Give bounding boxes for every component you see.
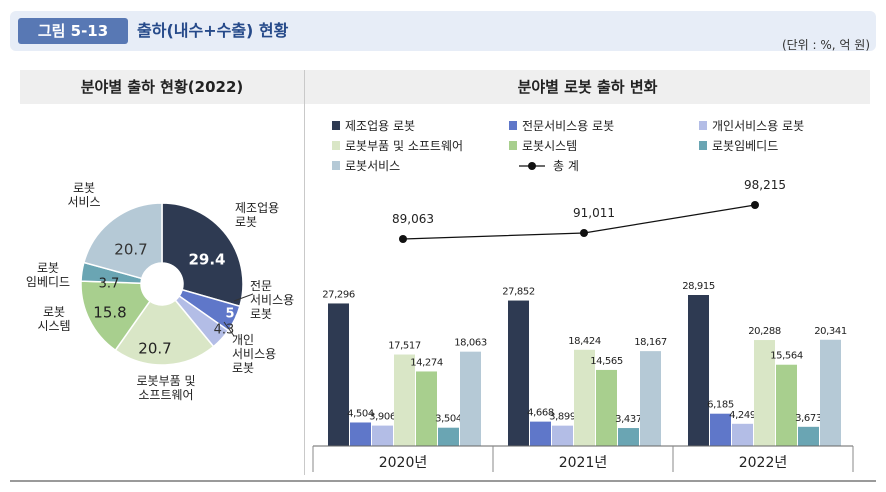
pie-slice xyxy=(161,202,244,308)
bar-value-label: 4,249 xyxy=(729,410,756,421)
legend-swatch xyxy=(699,141,707,150)
pie-category-label: 로봇 서비스 xyxy=(67,181,100,209)
pie-value-label: 29.4 xyxy=(188,251,225,269)
x-tick-label: 2022년 xyxy=(739,455,788,471)
figure-header xyxy=(10,11,876,51)
bar xyxy=(732,423,753,446)
bar xyxy=(820,339,841,446)
bar-value-label: 15,564 xyxy=(770,351,803,362)
bar xyxy=(460,351,481,446)
bar-value-label: 6,185 xyxy=(707,400,734,411)
x-tick-label: 2021년 xyxy=(559,455,608,471)
bar-value-label: 14,565 xyxy=(590,356,623,367)
legend-swatch xyxy=(509,121,517,130)
bar-value-label: 3,673 xyxy=(795,413,822,424)
bar-value-label: 18,063 xyxy=(454,338,487,349)
pie-value-label: 3.7 xyxy=(99,277,120,292)
total-value-label: 98,215 xyxy=(744,178,786,192)
bar xyxy=(754,340,775,446)
bar xyxy=(508,300,529,446)
panel-divider xyxy=(304,70,305,475)
bar-value-label: 18,424 xyxy=(568,336,601,347)
pie-value-label: 15.8 xyxy=(93,304,126,322)
legend-swatch xyxy=(509,141,517,150)
legend-label: 로봇임베디드 xyxy=(712,139,778,153)
pie-value-label: 5.3 xyxy=(225,307,248,322)
bar xyxy=(372,425,393,446)
bar-value-label: 20,341 xyxy=(814,326,847,337)
x-tick-label: 2020년 xyxy=(379,455,428,471)
bar-value-label: 3,437 xyxy=(615,414,642,425)
pie-category-label: 로봇 임베디드 xyxy=(26,261,70,289)
pie-slice xyxy=(80,280,151,352)
bar xyxy=(798,426,819,446)
bar xyxy=(438,427,459,446)
figure-number-badge: 그림 5-13 xyxy=(18,18,128,44)
legend-swatch xyxy=(332,141,340,150)
pie-category-label: 전문 서비스용 로봇 xyxy=(250,279,294,321)
pie-panel-title: 분야별 출하 현황(2022) xyxy=(20,70,304,104)
total-value-label: 91,011 xyxy=(573,206,615,220)
pie-value-label: 20.7 xyxy=(114,241,147,259)
bar xyxy=(640,351,661,446)
bar-value-label: 14,274 xyxy=(410,357,443,368)
legend-label: 총 계 xyxy=(553,159,579,173)
bar-value-label: 4,504 xyxy=(347,408,374,419)
bar xyxy=(710,413,731,446)
bar xyxy=(416,371,437,446)
bar xyxy=(776,364,797,446)
legend-swatch xyxy=(699,121,707,130)
legend-line-dot xyxy=(528,162,536,170)
legend-label: 로봇시스템 xyxy=(522,139,577,153)
legend-label: 개인서비스용 로봇 xyxy=(712,119,804,133)
bar xyxy=(530,421,551,446)
bar-value-label: 27,852 xyxy=(502,287,535,298)
legend-label: 로봇서비스 xyxy=(345,159,400,173)
bar xyxy=(574,349,595,446)
bar-value-label: 17,517 xyxy=(388,341,421,352)
total-value-label: 89,063 xyxy=(392,212,434,226)
figure-title: 출하(내수+수출) 현황 xyxy=(137,21,289,40)
bar xyxy=(688,295,709,446)
legend-swatch xyxy=(332,121,340,130)
bottom-rule xyxy=(10,480,876,482)
bar xyxy=(596,369,617,446)
pie-category-label: 로봇 시스템 xyxy=(37,305,70,333)
bar-value-label: 4,668 xyxy=(527,408,554,419)
bar-value-label: 28,915 xyxy=(682,281,715,292)
bar xyxy=(328,303,349,446)
pie-leader-line xyxy=(223,321,235,337)
total-line-point xyxy=(751,201,759,209)
bar-value-label: 18,167 xyxy=(634,337,667,348)
pie-category-label: 제조업용 로봇 xyxy=(235,201,279,229)
legend-label: 제조업용 로봇 xyxy=(345,119,415,133)
total-line-point xyxy=(580,229,588,237)
pie-category-label: 개인 서비스용 로봇 xyxy=(232,333,276,375)
unit-note: (단위 : %, 억 원) xyxy=(781,38,870,52)
bar-panel-title: 분야별 로봇 출하 변화 xyxy=(305,70,870,104)
total-line-point xyxy=(399,235,407,243)
pie-value-label: 20.7 xyxy=(138,340,171,358)
bar-value-label: 3,899 xyxy=(549,412,576,423)
bar xyxy=(394,354,415,446)
pie-value-label: 4.3 xyxy=(214,323,235,338)
legend-label: 로봇부품 및 소프트웨어 xyxy=(345,139,463,153)
bar-value-label: 27,296 xyxy=(322,289,355,300)
legend-swatch xyxy=(332,161,340,170)
bar xyxy=(618,428,639,446)
bar-value-label: 20,288 xyxy=(748,326,781,337)
pie-category-label: 로봇부품 및 소프트웨어 xyxy=(136,374,195,402)
pie-leader-line xyxy=(233,293,254,302)
bar-value-label: 3,906 xyxy=(369,412,396,423)
pie-slice xyxy=(82,202,163,280)
bar-value-label: 3,504 xyxy=(435,414,462,425)
legend-label: 전문서비스용 로봇 xyxy=(522,119,614,133)
bar xyxy=(350,422,371,446)
bar xyxy=(552,425,573,446)
